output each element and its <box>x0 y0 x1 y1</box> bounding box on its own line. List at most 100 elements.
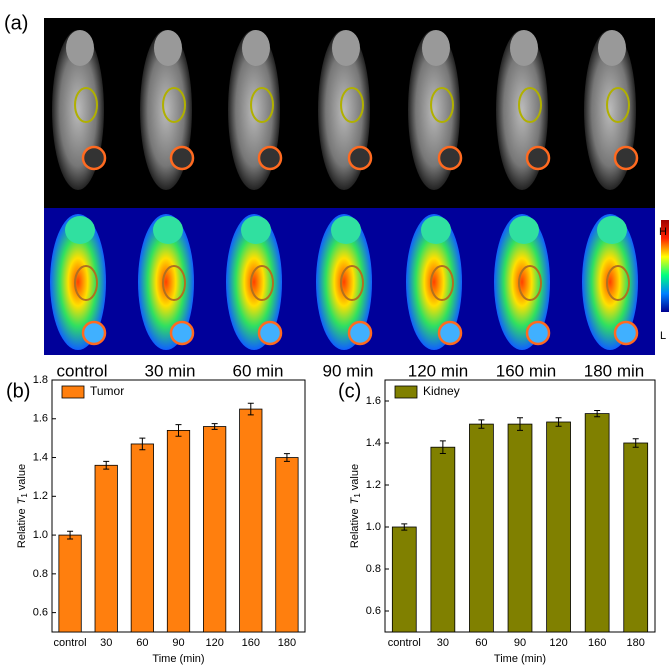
mouse-heat <box>138 214 194 350</box>
mouse-head <box>422 30 450 66</box>
error-bar <box>283 453 290 462</box>
y-tick-label: 1.6 <box>366 395 381 407</box>
kidney-roi <box>250 265 274 301</box>
mouse-heat-head <box>153 216 183 244</box>
panel-label: (c) <box>338 380 361 402</box>
y-axis-label-part: value <box>16 464 28 490</box>
x-tick-label: 90 <box>514 637 526 649</box>
bar <box>58 534 82 633</box>
y-axis-label-part: 1 <box>353 493 362 498</box>
tumor-roi <box>613 320 639 346</box>
x-tick-label: 120 <box>549 637 567 649</box>
tumor-roi <box>257 145 283 171</box>
x-tick-label: 160 <box>242 637 260 649</box>
legend-swatch <box>61 385 85 399</box>
panel-label: (b) <box>6 380 30 402</box>
bar <box>391 526 417 633</box>
x-tick-label: 30 <box>100 637 112 649</box>
mouse-heat-head <box>597 216 627 244</box>
mouse-heat <box>406 214 462 350</box>
error-bar <box>175 424 182 437</box>
error-bar <box>211 423 218 430</box>
mouse-head <box>154 30 182 66</box>
time-label: 180 min <box>584 361 644 380</box>
time-label: 160 min <box>496 361 556 380</box>
error-bar <box>439 440 446 454</box>
y-tick-label: 1.8 <box>33 374 48 386</box>
bar <box>203 426 227 633</box>
error-bar <box>103 460 110 470</box>
bar <box>166 429 191 633</box>
tumor-roi <box>81 145 107 171</box>
mouse-images <box>50 30 639 350</box>
time-label: 30 min <box>144 361 195 380</box>
legend-label: Kidney <box>423 384 460 398</box>
mouse-head <box>332 30 360 66</box>
time-label: 90 min <box>322 361 373 380</box>
time-label: 120 min <box>408 361 468 380</box>
y-axis-label-part: Relative <box>16 508 28 548</box>
kidney-roi <box>250 87 274 123</box>
tumor-roi <box>81 320 107 346</box>
kidney-roi <box>340 265 364 301</box>
y-tick-label: 0.8 <box>366 563 381 575</box>
legend-label: Tumor <box>90 384 124 398</box>
error-bar <box>67 530 74 540</box>
y-axis-label-part: T <box>16 496 28 504</box>
error-bar <box>594 409 601 418</box>
kidney-roi <box>430 87 454 123</box>
tumor-roi <box>437 320 463 346</box>
bar <box>275 457 299 633</box>
kidney-roi <box>162 265 186 301</box>
kidney-roi <box>606 265 630 301</box>
bar <box>507 423 533 633</box>
tumor-roi <box>347 320 373 346</box>
kidney-roi <box>74 87 98 123</box>
kidney-roi <box>74 265 98 301</box>
bar <box>94 464 118 633</box>
y-tick-label: 1.2 <box>33 490 48 502</box>
kidney-roi <box>340 87 364 123</box>
time-label: control <box>56 361 107 380</box>
tumor-roi <box>437 145 463 171</box>
mouse-heat <box>316 214 372 350</box>
y-axis-label-part: Relative <box>349 508 361 548</box>
bar <box>469 423 494 633</box>
x-tick-label: 30 <box>437 637 449 649</box>
y-axis-label-part: value <box>349 464 361 490</box>
mouse-heat-head <box>241 216 271 244</box>
y-tick-label: 1.6 <box>33 413 48 425</box>
mouse-heat-head <box>421 216 451 244</box>
mouse-heat <box>50 214 106 350</box>
panel-label: (a) <box>4 12 28 34</box>
mouse-head <box>242 30 270 66</box>
y-tick-label: 1.0 <box>33 529 48 541</box>
mouse-head <box>598 30 626 66</box>
error-bar <box>139 437 146 451</box>
mouse-heat-head <box>65 216 95 244</box>
x-axis-label: Time (min) <box>494 653 546 665</box>
x-tick-label: 120 <box>205 637 223 649</box>
y-tick-label: 0.8 <box>33 568 48 580</box>
y-tick-label: 0.6 <box>33 607 48 619</box>
x-axis-label: Time (min) <box>152 653 204 665</box>
x-tick-label: 180 <box>278 637 296 649</box>
error-bar <box>401 523 408 531</box>
bar <box>623 442 649 633</box>
y-tick-label: 1.2 <box>366 479 381 491</box>
error-bar <box>632 438 639 448</box>
x-tick-label: control <box>388 637 421 649</box>
mouse-heat-head <box>331 216 361 244</box>
kidney-roi <box>162 87 186 123</box>
bar <box>546 421 571 633</box>
colorbar-high: H <box>659 226 667 238</box>
y-tick-label: 1.4 <box>366 437 381 449</box>
x-tick-label: 60 <box>136 637 148 649</box>
mouse-heat <box>582 214 638 350</box>
kidney-roi <box>518 87 542 123</box>
mouse-head <box>66 30 94 66</box>
tumor-roi <box>525 145 551 171</box>
y-axis-label-part: 1 <box>20 493 29 498</box>
error-bar <box>517 417 523 431</box>
